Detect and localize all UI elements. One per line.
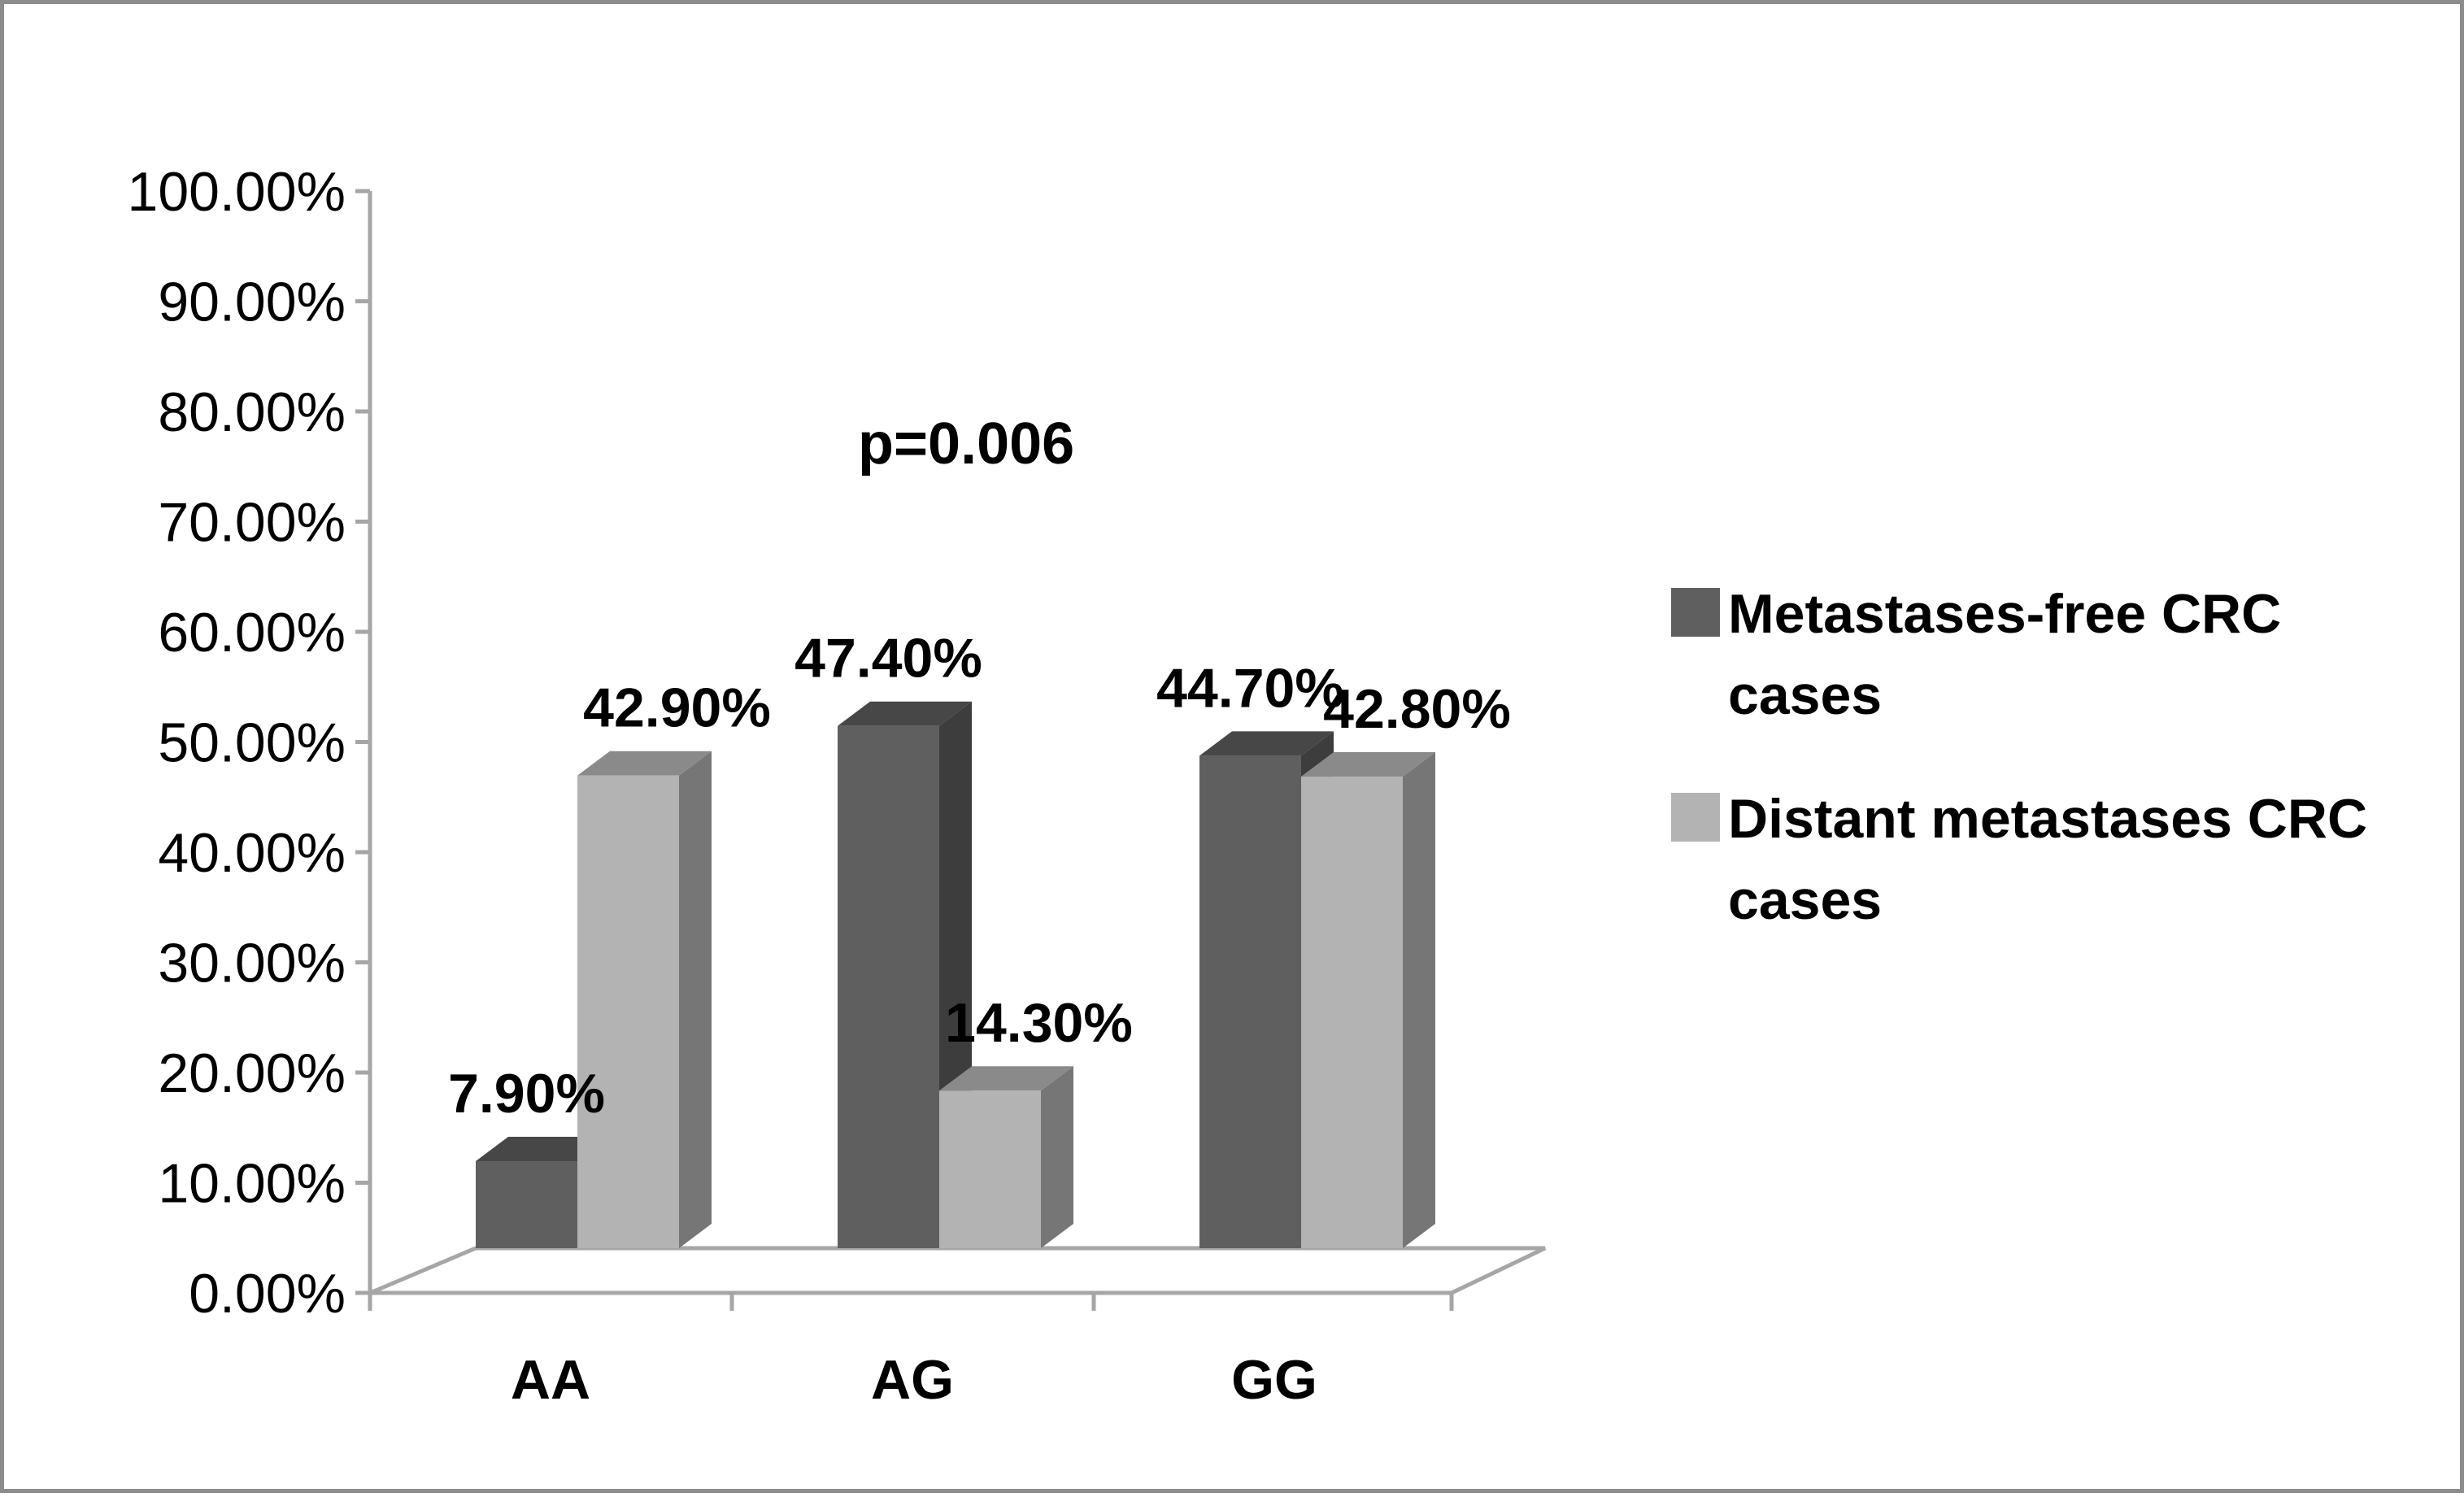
y-tick-label: 100.00% <box>128 161 346 223</box>
bar-chart: 0.00% 10.00% 20.00% 30.00% 40.00% 50.00% 60.00… <box>128 161 2368 1411</box>
p-value-annotation: p=0.006 <box>858 411 1074 477</box>
y-tick-label: 90.00% <box>158 272 346 333</box>
bar-top <box>838 701 972 726</box>
y-tick-label: 70.00% <box>158 492 346 554</box>
y-tick-label: 60.00% <box>158 602 346 664</box>
y-tick-label: 20.00% <box>158 1042 346 1104</box>
bar-front <box>838 725 939 1248</box>
bar-front <box>1199 755 1301 1248</box>
floor-plane <box>369 1246 1547 1295</box>
x-axis-labels: AA AG GG <box>511 1349 1317 1411</box>
data-labels: 7.90% 42.90% 47.40% 14.30% 44.70%42.80% <box>448 628 1511 1125</box>
bar-front <box>476 1160 577 1248</box>
y-tick-label: 10.00% <box>158 1153 346 1215</box>
bar-gg-series-2 <box>1301 752 1435 1248</box>
category-label-gg: GG <box>1231 1349 1317 1411</box>
bars <box>476 701 1435 1248</box>
legend-swatch <box>1671 793 1720 842</box>
bar-side <box>679 751 712 1248</box>
y-tick-label: 0.00% <box>189 1263 346 1325</box>
category-label-ag: AG <box>871 1349 954 1411</box>
y-tick-label: 40.00% <box>158 822 346 884</box>
y-tick-label: 80.00% <box>158 381 346 443</box>
legend-label: Metastases-free CRC <box>1728 583 2281 645</box>
bar-front <box>1301 777 1403 1248</box>
data-label-aa-series-1: 7.90% <box>448 1063 605 1125</box>
bar-front <box>939 1090 1041 1248</box>
legend-label: cases <box>1728 664 1882 726</box>
legend-label: Distant metastases CRC <box>1728 788 2367 850</box>
bar-top <box>1199 731 1334 756</box>
bar-front <box>577 775 679 1248</box>
legend-swatch <box>1671 588 1720 637</box>
bar-top <box>476 1136 610 1161</box>
bar-aa-series-2 <box>577 751 712 1248</box>
data-label-aa-series-2: 42.90% <box>583 677 771 739</box>
bar-side <box>1403 752 1435 1248</box>
data-label-ag-series-1: 47.40% <box>794 628 982 690</box>
bar-ag-series-2 <box>939 1066 1073 1248</box>
data-label-ag-series-2: 14.30% <box>945 992 1133 1054</box>
category-label-aa: AA <box>511 1349 590 1411</box>
legend-item-2: Distant metastases CRC cases <box>1671 788 2367 931</box>
chart-floor <box>369 1246 1547 1295</box>
data-label-gg-series-2: 42.80% <box>1323 678 1511 740</box>
y-tick-label: 30.00% <box>158 933 346 994</box>
legend-label: cases <box>1728 869 1882 931</box>
bar-top <box>577 751 712 776</box>
y-axis: 0.00% 10.00% 20.00% 30.00% 40.00% 50.00% 60.00… <box>128 161 1454 1325</box>
legend-item-1: Metastases-free CRC cases <box>1671 583 2281 726</box>
bar-top <box>1301 752 1435 777</box>
bar-side <box>1041 1066 1073 1248</box>
data-label-gg-series-1: 44.70% <box>1156 657 1344 719</box>
y-tick-label: 50.00% <box>158 712 346 774</box>
bar-top <box>939 1066 1073 1091</box>
